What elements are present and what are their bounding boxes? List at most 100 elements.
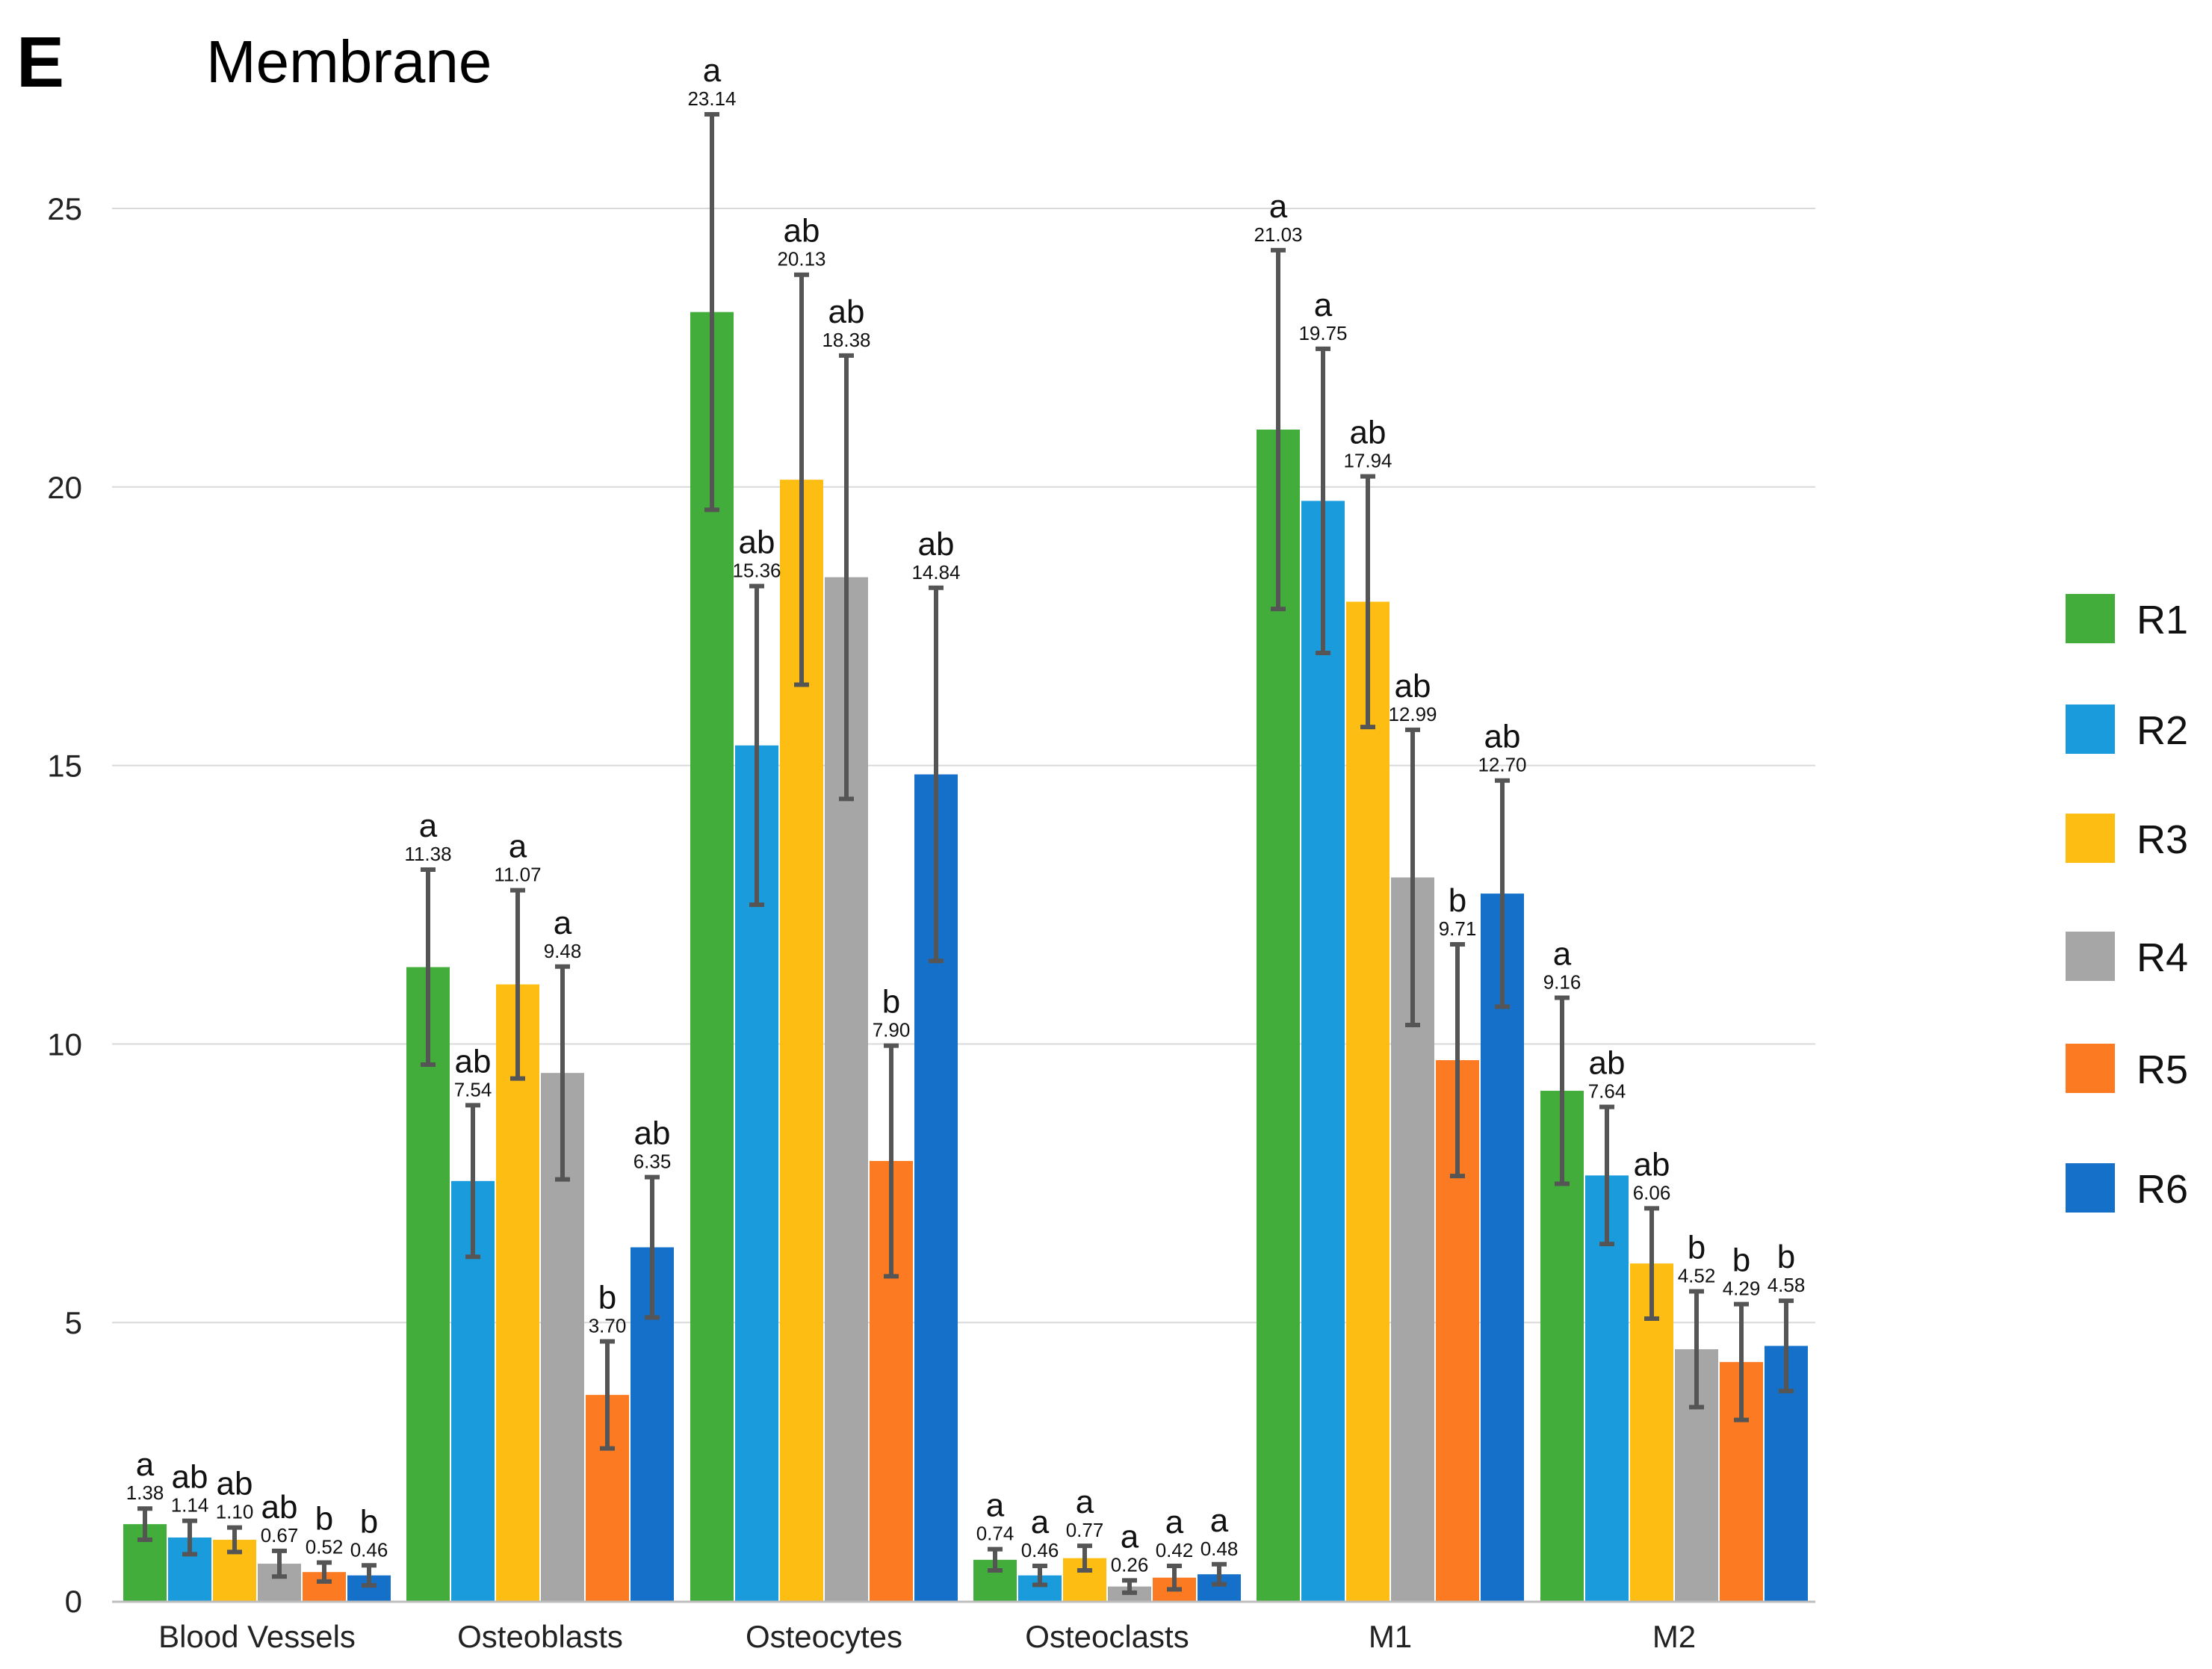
data-label: 6.35 bbox=[633, 1151, 672, 1173]
bar-r1 bbox=[1257, 430, 1300, 1601]
significance-letter: a bbox=[986, 1487, 1005, 1524]
data-label: 9.48 bbox=[544, 940, 582, 962]
significance-letter: ab bbox=[918, 526, 955, 563]
y-tick-label: 10 bbox=[47, 1027, 82, 1062]
bar-r3 bbox=[1346, 601, 1390, 1602]
data-label: 0.74 bbox=[976, 1523, 1014, 1545]
data-label: 7.90 bbox=[873, 1019, 911, 1041]
bar-r1 bbox=[406, 967, 450, 1601]
significance-letter: a bbox=[1121, 1518, 1139, 1555]
data-label: 15.36 bbox=[732, 560, 781, 582]
x-axis: 0 5 10 15 20 25 Blood Vessels Osteoblasts Osteoc… bbox=[47, 191, 1815, 1654]
legend-label: R2 bbox=[2137, 708, 2188, 753]
legend-swatch-r5 bbox=[2066, 1044, 2115, 1093]
data-label: 0.67 bbox=[261, 1524, 299, 1546]
data-label: 17.94 bbox=[1343, 450, 1392, 472]
significance-letter: a bbox=[419, 808, 438, 844]
legend-label: R4 bbox=[2137, 935, 2188, 980]
significance-letter: a bbox=[1165, 1504, 1184, 1541]
significance-letter: ab bbox=[634, 1115, 671, 1152]
significance-letter: a bbox=[1031, 1504, 1050, 1541]
significance-letter: b bbox=[1449, 882, 1466, 919]
significance-letter: b bbox=[598, 1280, 616, 1316]
x-tick-label: M1 bbox=[1369, 1619, 1412, 1654]
x-tick-label: Osteoclasts bbox=[1025, 1619, 1189, 1654]
bar-r2 bbox=[1301, 501, 1345, 1602]
bar-r2 bbox=[1585, 1175, 1629, 1601]
bar-r6 bbox=[1481, 894, 1524, 1601]
data-label: 0.26 bbox=[1111, 1553, 1149, 1576]
data-label: 4.58 bbox=[1768, 1274, 1806, 1296]
significance-letter: a bbox=[1269, 188, 1288, 225]
data-label: 0.48 bbox=[1201, 1538, 1239, 1560]
significance-letter: b bbox=[315, 1501, 333, 1538]
data-label: 1.14 bbox=[171, 1494, 209, 1517]
data-label: 4.52 bbox=[1678, 1264, 1716, 1286]
legend-label: R6 bbox=[2137, 1167, 2188, 1212]
legend-label: R3 bbox=[2137, 817, 2188, 862]
data-label: 11.38 bbox=[404, 843, 451, 865]
significance-letter: a bbox=[554, 905, 572, 941]
significance-letter: ab bbox=[784, 213, 820, 250]
data-label: 11.07 bbox=[494, 864, 541, 886]
data-label: 0.42 bbox=[1156, 1539, 1194, 1561]
legend: R1 R2 R3 R4 R5 R6 bbox=[2066, 594, 2188, 1213]
y-tick-label: 20 bbox=[47, 470, 82, 505]
data-label: 23.14 bbox=[687, 87, 736, 110]
x-tick-label: M2 bbox=[1652, 1619, 1696, 1654]
data-labels: 1.38a1.14ab1.10ab0.67ab0.52b0.46b11.38a7… bbox=[126, 52, 1806, 1576]
y-tick-label: 5 bbox=[65, 1305, 82, 1340]
x-tick-label: Osteocytes bbox=[746, 1619, 902, 1654]
significance-letter: b bbox=[1732, 1242, 1750, 1279]
legend-swatch-r1 bbox=[2066, 594, 2115, 643]
significance-letter: b bbox=[1777, 1239, 1795, 1275]
legend-label: R1 bbox=[2137, 598, 2188, 642]
data-label: 12.70 bbox=[1478, 754, 1526, 776]
data-label: 18.38 bbox=[822, 329, 870, 351]
legend-swatch-r6 bbox=[2066, 1163, 2115, 1213]
significance-letter: a bbox=[1553, 936, 1572, 973]
significance-letter: ab bbox=[217, 1466, 253, 1502]
x-tick-label: Osteoblasts bbox=[457, 1619, 623, 1654]
legend-swatch-r3 bbox=[2066, 814, 2115, 863]
panel-label: E bbox=[16, 22, 64, 102]
data-label: 1.38 bbox=[126, 1481, 164, 1504]
bar-r1 bbox=[690, 312, 734, 1601]
bar-r3 bbox=[496, 984, 539, 1601]
significance-letter: a bbox=[703, 52, 722, 89]
significance-letter: ab bbox=[1589, 1045, 1626, 1082]
significance-letter: ab bbox=[1395, 668, 1431, 705]
significance-letter: ab bbox=[455, 1043, 492, 1080]
y-tick-label: 0 bbox=[65, 1584, 82, 1619]
legend-swatch-r4 bbox=[2066, 932, 2115, 981]
gridlines bbox=[112, 208, 1815, 1324]
significance-letter: ab bbox=[1484, 719, 1521, 755]
legend-swatch-r2 bbox=[2066, 705, 2115, 754]
data-label: 0.77 bbox=[1066, 1519, 1104, 1541]
significance-letter: ab bbox=[172, 1459, 208, 1496]
significance-letter: a bbox=[1210, 1502, 1229, 1539]
data-label: 7.64 bbox=[1588, 1080, 1626, 1103]
data-label: 21.03 bbox=[1254, 223, 1302, 246]
significance-letter: ab bbox=[1634, 1146, 1670, 1183]
data-label: 1.10 bbox=[216, 1501, 254, 1523]
significance-letter: b bbox=[882, 984, 900, 1021]
y-tick-label: 15 bbox=[47, 749, 82, 784]
error-bars bbox=[137, 111, 1794, 1595]
data-label: 4.29 bbox=[1723, 1278, 1761, 1300]
x-tick-label: Blood Vessels bbox=[158, 1619, 356, 1654]
data-label: 9.16 bbox=[1543, 971, 1581, 994]
significance-letter: ab bbox=[261, 1489, 298, 1526]
data-label: 0.46 bbox=[350, 1538, 388, 1561]
data-label: 9.71 bbox=[1439, 917, 1477, 940]
data-label: 12.99 bbox=[1388, 703, 1437, 725]
significance-letter: a bbox=[136, 1446, 155, 1483]
significance-letter: b bbox=[360, 1503, 378, 1540]
data-label: 0.46 bbox=[1021, 1539, 1059, 1561]
significance-letter: a bbox=[509, 829, 527, 865]
data-label: 3.70 bbox=[589, 1315, 627, 1337]
data-label: 0.52 bbox=[306, 1536, 344, 1558]
data-label: 20.13 bbox=[777, 248, 825, 270]
data-label: 19.75 bbox=[1298, 322, 1347, 344]
